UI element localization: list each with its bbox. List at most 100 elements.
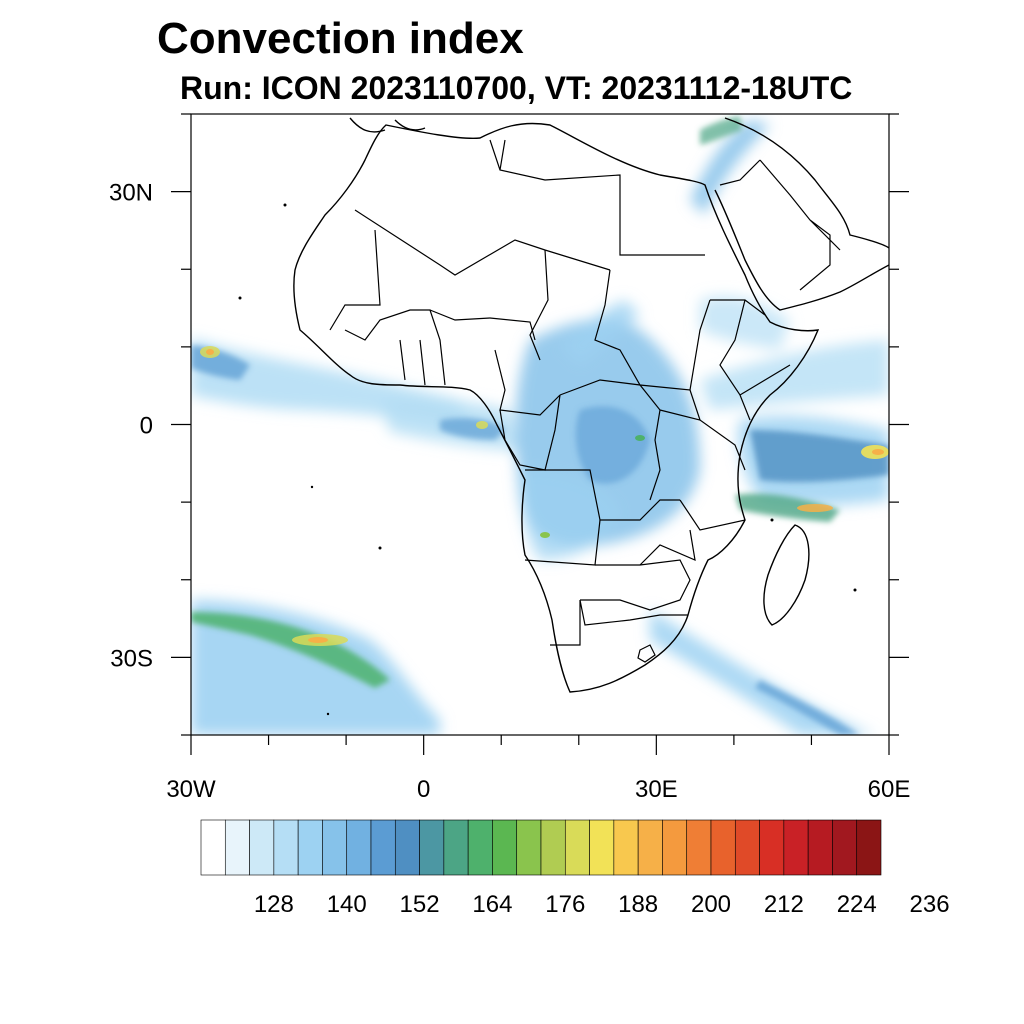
colorbar-swatch [419,819,445,876]
lon-tick-label: 0 [417,776,430,803]
field-east-core [750,430,889,483]
map-title: Convection index [157,14,524,63]
colorbar-swatch [540,819,566,876]
colorbar-swatch [322,819,348,876]
lat-tick-label: 0 [140,413,153,440]
colorbar-swatch [346,819,372,876]
border-zambia-zim [580,559,691,611]
field-s-indian [650,610,880,735]
field-ethiopia [700,296,790,350]
mediterranean-coast [349,117,426,133]
colorbar-label: 212 [764,891,804,918]
convection-field [191,116,889,735]
hotspot-east-inner [872,449,884,455]
colorbar-swatch [443,819,469,876]
country-borders [329,139,841,663]
field-s-indian-core [755,680,860,735]
colorbar-swatch [613,819,639,876]
island-cape-verde [238,296,242,300]
border-sudan [594,269,711,391]
colorbar-swatch [492,819,518,876]
field-red-sea-core [700,116,742,145]
border-drc-south [525,469,680,521]
island-tristan [326,712,330,716]
colorbar-swatch [856,819,882,876]
hotspot-s-atlantic-inner [308,637,328,643]
colorbar-swatch [686,819,712,876]
coastlines [293,117,889,693]
field-sahel-arm [560,300,640,365]
madagascar-coastline [763,524,810,626]
colorbar [200,819,882,876]
field-s-atlantic-core [191,612,390,688]
colorbar-swatch [710,819,736,876]
lat-tick-label: 30S [110,645,153,672]
colorbar-swatch [200,819,226,876]
colorbar-label: 224 [837,891,877,918]
island-comoros [770,518,774,522]
field-gulf-core [440,418,505,440]
arabia-coastline [714,117,889,311]
field-somalia-ocean [700,340,889,410]
colorbar-label: 236 [910,891,950,918]
hotspot-congo [635,435,645,441]
colorbar-swatch [734,819,760,876]
africa-coastline [293,122,820,693]
colorbar-swatch [467,819,493,876]
map-subtitle: Run: ICON 2023110700, VT: 20231112-18UTC [180,70,853,106]
colorbar-label: 188 [618,891,658,918]
hotspot-guinea-inner [206,349,214,355]
colorbar-swatch [662,819,688,876]
colorbar-swatch [759,819,785,876]
border-namibia-sa [550,599,688,646]
border-horn [710,299,791,396]
lon-tick-label: 60E [868,776,911,803]
border-mali [329,229,381,331]
colorbar-swatch [297,819,323,876]
border-chad [529,249,549,361]
colorbar-label: 200 [691,891,731,918]
colorbar-swatch [249,819,275,876]
hotspot-mozambique [797,504,833,512]
colorbar-labels: 128 140 152 164 176 188 200 212 224 236 [254,891,950,918]
colorbar-label: 164 [472,891,512,918]
border-gabon-congo [499,394,561,471]
border-lesotho [637,644,656,663]
colorbar-label: 152 [400,891,440,918]
border-niger-nigeria [429,309,536,341]
small-islands [238,203,857,716]
axis-labels: 30N 0 30S 30W 0 30E 60E [109,180,910,803]
colorbar-swatch [516,819,542,876]
hotspot-gulf [476,421,488,429]
colorbar-swatch [807,819,833,876]
field-mozambique-core [735,493,840,522]
colorbar-swatch [589,819,615,876]
colorbar-label: 176 [545,891,585,918]
colorbar-swatch [273,819,299,876]
hotspot-s-africa [540,532,550,538]
border-arabia [719,159,841,291]
colorbar-swatch [832,819,858,876]
island-st-helena [378,546,382,550]
colorbar-swatch [370,819,396,876]
colorbar-label: 128 [254,891,294,918]
border-tanzania-moz [639,499,746,566]
axis-ticks [171,113,909,755]
border-west [344,309,446,386]
lon-tick-label: 30W [166,776,216,803]
island-ascension [310,485,314,489]
lat-tick-label: 30N [109,180,153,207]
island-mauritius [853,588,857,592]
colorbar-swatch [637,819,663,876]
border-maghreb [354,209,611,276]
field-congo-core [575,406,650,484]
border-libya-egypt [489,139,705,256]
field-red-sea [690,120,770,215]
island-canary [283,203,287,207]
convection-hot-spots [200,346,889,646]
lon-tick-label: 30E [635,776,678,803]
colorbar-swatch [564,819,590,876]
colorbar-swatch [783,819,809,876]
convection-mid-layer [191,116,889,735]
